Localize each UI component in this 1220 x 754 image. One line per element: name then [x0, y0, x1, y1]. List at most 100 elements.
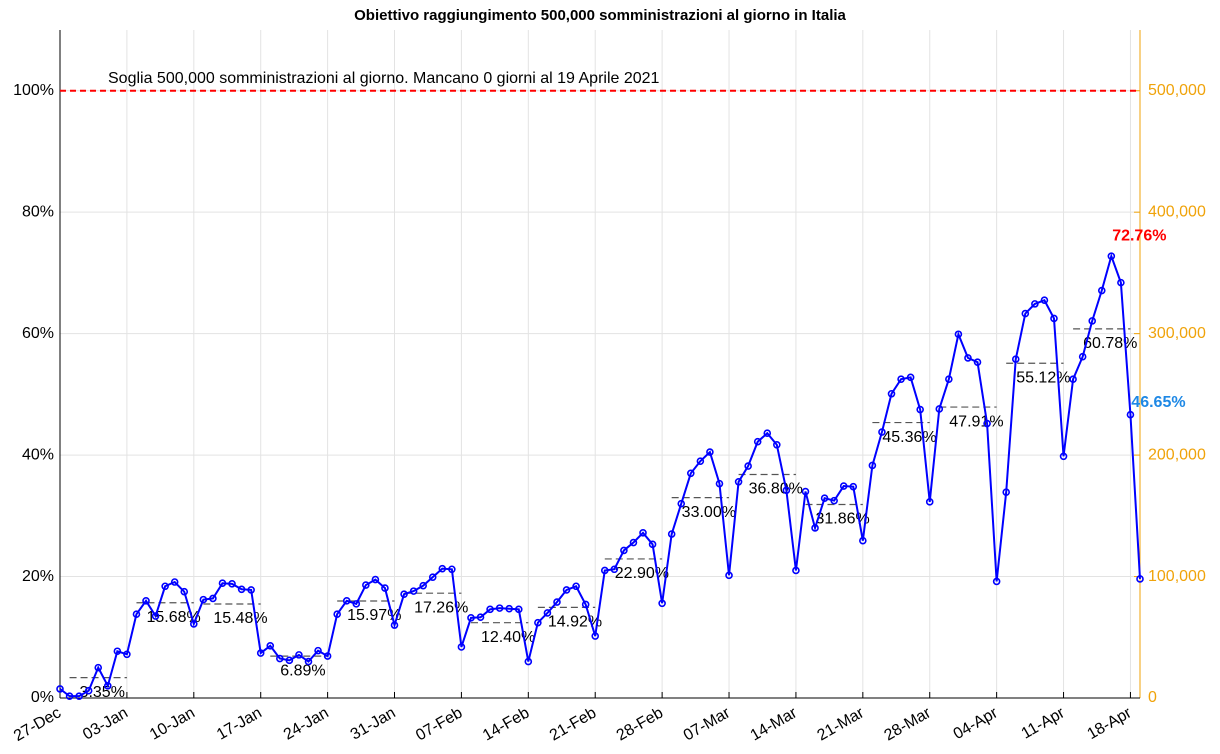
data-label: 46.65% [1131, 394, 1185, 411]
weekly-average-label: 55.12% [1016, 369, 1070, 386]
x-tick-label: 31-Jan [348, 704, 399, 743]
data-point [94, 663, 103, 672]
data-point [1031, 300, 1039, 308]
x-tick-label: 28-Mar [881, 704, 934, 744]
data-point [190, 620, 198, 628]
data-point [868, 461, 877, 470]
weekly-average-label: 33.00% [682, 504, 736, 521]
data-point [1078, 352, 1087, 361]
data-point [897, 375, 905, 383]
data-point [830, 496, 838, 505]
data-point [228, 580, 236, 588]
data-point [113, 647, 122, 656]
data-point [715, 479, 724, 488]
data-point [562, 586, 571, 594]
data-point [486, 605, 494, 614]
y2-tick-label: 400,000 [1148, 203, 1206, 220]
x-tick-label: 27-Dec [11, 704, 64, 745]
data-point [362, 581, 370, 589]
y-tick-label: 80% [22, 203, 54, 220]
data-point [925, 498, 934, 506]
data-point [916, 405, 924, 414]
data-point [591, 632, 600, 640]
data-point [878, 428, 886, 436]
weekly-average-label: 12.40% [481, 629, 535, 646]
data-line [59, 252, 1141, 698]
data-point [859, 536, 867, 545]
data-point [887, 389, 896, 398]
data-point [792, 566, 800, 575]
x-tick-label: 18-Apr [1084, 704, 1135, 743]
data-point [84, 686, 93, 695]
data-point [352, 600, 361, 608]
data-point [1050, 314, 1058, 323]
weekly-average-label: 47.91% [949, 413, 1003, 430]
x-tick-label: 07-Mar [681, 704, 734, 744]
data-point [753, 437, 762, 446]
data-point [744, 462, 752, 470]
x-tick-label: 14-Feb [480, 704, 532, 744]
y2-tick-label: 0 [1148, 689, 1157, 706]
data-point [247, 586, 255, 594]
data-point [773, 440, 781, 449]
data-point [696, 457, 705, 465]
y-tick-label: 100% [13, 82, 54, 99]
data-point [285, 656, 294, 665]
data-label: 72.76% [1112, 227, 1166, 244]
data-point [505, 604, 514, 613]
weekly-average-label: 31.86% [815, 511, 869, 528]
data-point [1126, 410, 1135, 419]
data-point [333, 610, 341, 618]
x-tick-label: 28-Feb [614, 704, 666, 744]
x-tick-label: 07-Feb [413, 704, 465, 744]
data-point [1011, 355, 1020, 363]
data-point [534, 618, 542, 627]
data-point [1069, 375, 1077, 383]
data-point [658, 599, 666, 608]
data-point [448, 565, 456, 574]
data-point [973, 358, 982, 366]
data-point [572, 582, 580, 591]
data-point [1002, 488, 1010, 496]
y2-tick-label: 500,000 [1148, 82, 1206, 99]
data-point [199, 595, 208, 604]
data-point [820, 494, 829, 503]
data-point [419, 581, 427, 590]
x-tick-label: 10-Jan [147, 704, 198, 743]
data-point [706, 448, 714, 456]
y-tick-label: 40% [22, 446, 54, 463]
data-point [581, 600, 590, 609]
data-point [945, 375, 953, 383]
data-point [457, 643, 466, 651]
data-point [56, 685, 64, 693]
data-point [1107, 252, 1116, 260]
data-point [180, 587, 189, 596]
data-point [161, 582, 169, 591]
data-point [553, 598, 561, 606]
weekly-average-label: 22.90% [615, 565, 669, 582]
data-point [849, 482, 858, 491]
data-point [409, 587, 418, 595]
data-point [438, 564, 447, 573]
weekly-average-label: 14.92% [548, 614, 602, 631]
data-point [983, 419, 991, 428]
data-point [811, 524, 819, 532]
data-point [610, 565, 619, 574]
data-point [209, 594, 217, 603]
x-tick-label: 03-Jan [80, 704, 131, 743]
data-point [314, 646, 322, 655]
y-tick-label: 20% [22, 568, 54, 585]
data-point [906, 373, 915, 382]
weekly-average-label: 15.68% [146, 609, 200, 626]
data-point [342, 597, 351, 605]
data-point [763, 429, 772, 438]
data-point [428, 573, 437, 581]
y-tick-label: 0% [31, 689, 54, 706]
data-point [170, 578, 179, 586]
y2-tick-label: 100,000 [1148, 568, 1206, 585]
data-point [142, 597, 150, 605]
data-point [801, 487, 810, 496]
data-point [1097, 286, 1106, 295]
data-point [151, 612, 160, 620]
data-point [476, 613, 485, 622]
